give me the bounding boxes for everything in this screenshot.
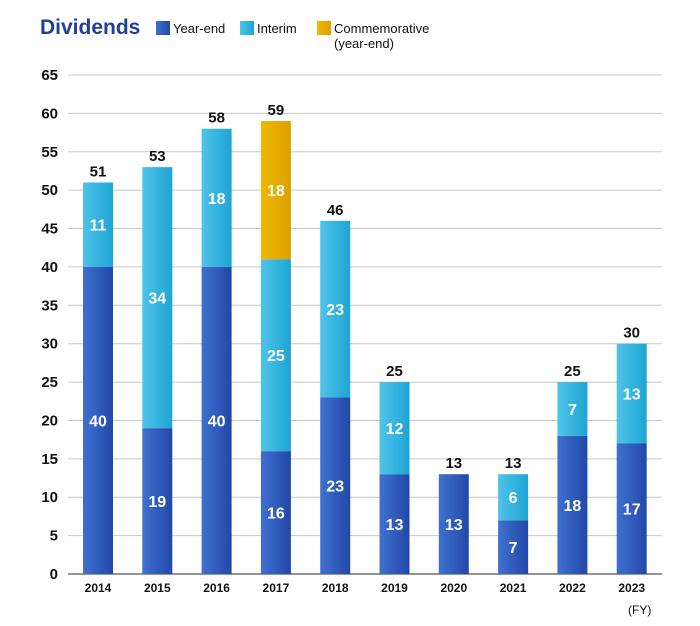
total-label: 46 bbox=[327, 202, 344, 219]
y-tick-label: 15 bbox=[41, 451, 58, 468]
data-label: 11 bbox=[90, 218, 107, 235]
legend-label-interim: Interim bbox=[257, 21, 297, 36]
total-label: 25 bbox=[386, 363, 403, 380]
y-tick-label: 45 bbox=[41, 221, 58, 238]
bar-segment bbox=[260, 451, 291, 574]
legend-swatch-year-end bbox=[156, 21, 170, 35]
y-tick-label: 5 bbox=[50, 528, 58, 545]
y-tick-label: 35 bbox=[41, 297, 58, 314]
bar-segment bbox=[83, 266, 113, 574]
data-label: 18 bbox=[267, 183, 285, 200]
data-label: 23 bbox=[326, 479, 344, 496]
total-label: 53 bbox=[149, 148, 166, 165]
legend: Year-end Interim Commemorative (year-end… bbox=[156, 21, 433, 51]
data-label: 23 bbox=[326, 302, 344, 319]
legend-label-commemorative: Commemorative (year-end) bbox=[334, 21, 433, 51]
y-tick-label: 25 bbox=[41, 374, 58, 391]
bar-segment bbox=[201, 266, 232, 574]
total-label: 58 bbox=[208, 110, 225, 127]
data-label: 40 bbox=[208, 413, 226, 430]
legend-swatch-interim bbox=[240, 21, 254, 35]
y-tick-label: 50 bbox=[41, 182, 58, 199]
x-tick-label: 2020 bbox=[440, 581, 467, 595]
x-tick-label: 2023 bbox=[618, 581, 645, 595]
x-axis-ticks: 2014 2015 2016 2017 2018 2019 2020 2021 2022 2023 bbox=[85, 581, 646, 595]
bar-segment bbox=[557, 435, 588, 574]
legend-label-year-end: Year-end bbox=[173, 21, 225, 36]
bar-segment bbox=[498, 474, 529, 521]
total-label: 59 bbox=[268, 102, 285, 119]
bar-segment bbox=[379, 474, 410, 574]
bar-segment bbox=[616, 343, 647, 444]
total-label: 25 bbox=[564, 363, 581, 380]
y-tick-label: 20 bbox=[41, 412, 58, 429]
legend-swatch-commemorative bbox=[317, 21, 331, 35]
bar-segment bbox=[320, 220, 351, 398]
data-label: 17 bbox=[623, 502, 641, 519]
total-label: 13 bbox=[505, 455, 522, 472]
data-label: 19 bbox=[148, 494, 166, 511]
bar-segment bbox=[498, 520, 529, 574]
data-label: 13 bbox=[623, 387, 641, 404]
total-label: 51 bbox=[90, 163, 107, 180]
x-tick-label: 2019 bbox=[381, 581, 408, 595]
x-tick-label: 2016 bbox=[203, 581, 230, 595]
data-label: 13 bbox=[445, 517, 463, 534]
data-label: 12 bbox=[386, 421, 404, 438]
bar-segment bbox=[142, 167, 173, 429]
x-tick-label: 2014 bbox=[85, 581, 112, 595]
x-axis-unit: (FY) bbox=[628, 603, 651, 617]
bar-segment bbox=[83, 182, 113, 267]
x-tick-label: 2018 bbox=[322, 581, 349, 595]
x-tick-label: 2015 bbox=[144, 581, 171, 595]
y-tick-label: 0 bbox=[50, 566, 58, 583]
bar-segment bbox=[142, 428, 173, 574]
total-label: 13 bbox=[445, 455, 462, 472]
data-label: 16 bbox=[267, 506, 285, 523]
y-axis-ticks: 0 5 10 15 20 25 30 35 40 45 50 55 60 65 bbox=[41, 67, 58, 583]
data-label: 25 bbox=[267, 348, 285, 365]
x-tick-label: 2022 bbox=[559, 581, 586, 595]
data-label: 18 bbox=[564, 498, 582, 515]
bar-segment bbox=[616, 443, 647, 574]
bar-segment bbox=[260, 259, 291, 452]
data-label: 34 bbox=[148, 291, 166, 308]
y-tick-label: 60 bbox=[41, 105, 58, 122]
y-tick-label: 10 bbox=[41, 489, 58, 506]
y-tick-label: 65 bbox=[41, 67, 58, 84]
bars: 40 11 51 19 34 53 40 18 58 16 25 18 59 23 23 46 13 12 25 13… bbox=[83, 102, 647, 574]
bar-segment bbox=[438, 474, 469, 574]
x-tick-label: 2017 bbox=[263, 581, 290, 595]
x-tick-label: 2021 bbox=[500, 581, 527, 595]
y-tick-label: 40 bbox=[41, 259, 58, 276]
bar-segment bbox=[201, 128, 232, 267]
bar-segment bbox=[320, 397, 351, 574]
bar-segment bbox=[557, 382, 588, 436]
data-label: 6 bbox=[509, 490, 518, 507]
data-label: 7 bbox=[509, 540, 518, 557]
y-tick-label: 30 bbox=[41, 336, 58, 353]
bar-segment bbox=[260, 121, 291, 260]
y-tick-label: 55 bbox=[41, 144, 58, 161]
total-label: 30 bbox=[623, 325, 640, 342]
data-label: 18 bbox=[208, 191, 226, 208]
data-label: 13 bbox=[386, 517, 404, 534]
bar-segment bbox=[379, 382, 410, 475]
chart-title: Dividends bbox=[40, 16, 140, 39]
data-label: 7 bbox=[568, 402, 577, 419]
data-label: 40 bbox=[89, 413, 107, 430]
